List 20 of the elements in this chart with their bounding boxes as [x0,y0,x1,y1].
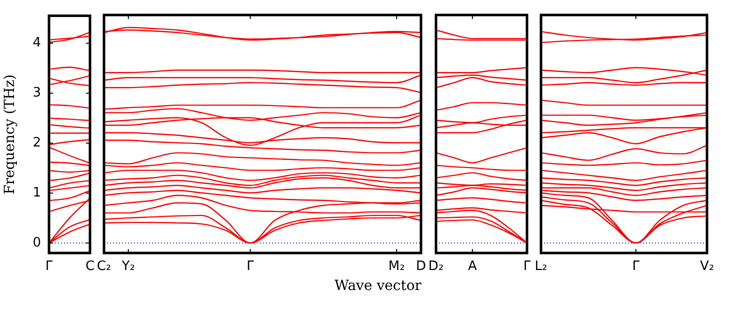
y-tick-label: 2 [32,136,41,151]
x-tick-label: Γ [45,259,54,274]
y-axis-title: Frequency (THz) [2,74,18,194]
x-tick-label: L₂ [534,259,548,274]
x-tick-label: V₂ [700,259,714,274]
y-tick-label: 4 [32,36,41,51]
x-tick-label: Y₂ [120,259,135,274]
x-tick-label: C₂ [96,259,112,274]
y-tick-label: 3 [32,86,41,101]
x-tick-label: M₂ [388,259,405,274]
y-tick-label: 0 [32,235,41,250]
x-tick-label: A [468,259,477,274]
x-tick-label: Γ [523,259,532,274]
x-tick-label: D [416,259,426,274]
y-tick-label: 1 [32,185,41,200]
x-tick-label: Γ [632,259,640,274]
x-tick-label: Γ [246,259,255,274]
x-tick-label: D₂ [428,259,444,274]
x-axis-title: Wave vector [334,278,422,294]
x-tick-label: C [85,259,95,274]
